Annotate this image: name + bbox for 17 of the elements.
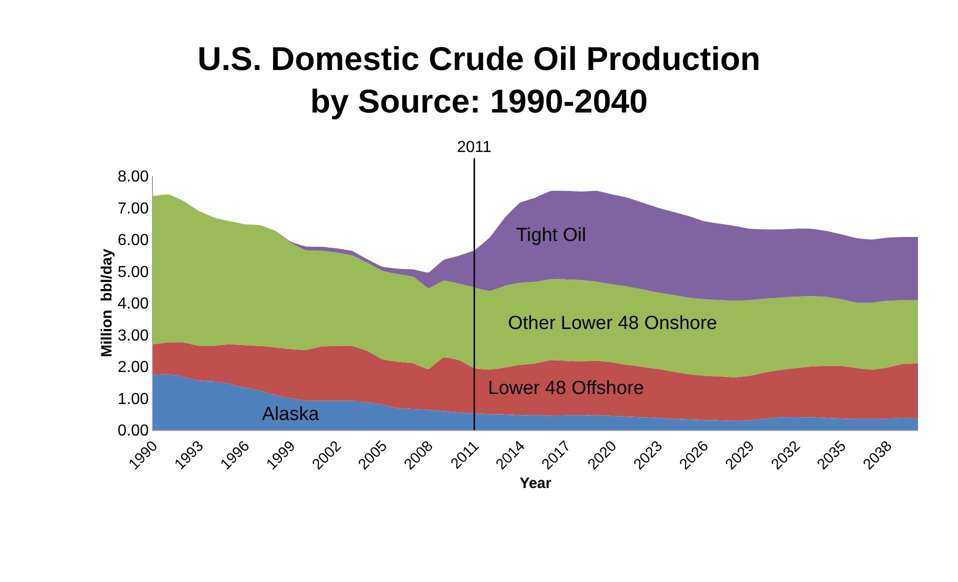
series-label: Lower 48 Offshore: [488, 378, 644, 399]
y-tick-label: 3.00: [118, 327, 149, 344]
y-tick-label: 0.00: [118, 422, 149, 440]
y-axis-title: Million bbl/day: [98, 248, 116, 358]
series-label: Alaska: [262, 404, 320, 425]
series-label: Other Lower 48 Onshore: [508, 313, 718, 334]
y-tick-label: 4.00: [118, 296, 149, 313]
y-tick-label: 8.00: [118, 168, 149, 186]
x-axis-title: Year: [520, 475, 552, 492]
y-tick-label: 6.00: [118, 232, 149, 250]
y-tick-label: 7.00: [118, 200, 149, 218]
y-tick-label: 1.00: [118, 390, 149, 408]
y-tick-label: 2.00: [118, 359, 149, 376]
ref-line-label: 2011: [457, 139, 492, 156]
y-tick-label: 5.00: [118, 264, 149, 281]
chart-title: U.S. Domestic Crude Oil Production by Source: 1990-2040: [198, 40, 760, 120]
series-label: Tight Oil: [516, 225, 586, 246]
